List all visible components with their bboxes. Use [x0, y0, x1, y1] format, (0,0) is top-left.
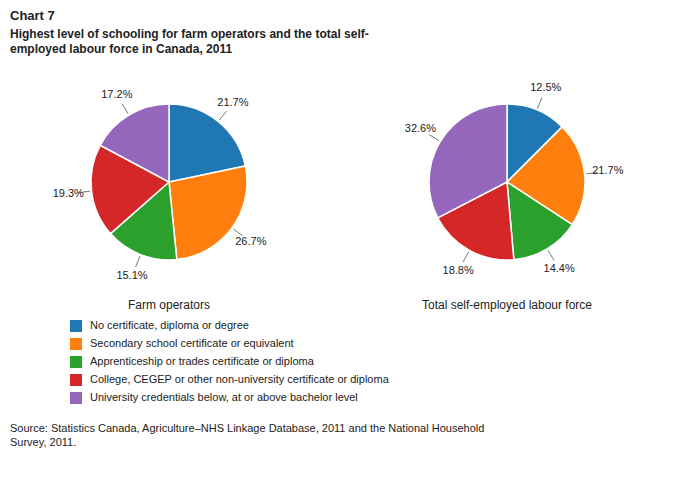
legend-label: No certificate, diploma or degree	[90, 319, 249, 331]
data-label: 19.3%	[53, 187, 84, 199]
data-label: 32.6%	[405, 122, 436, 134]
legend-label: College, CEGEP or other non-university c…	[90, 373, 390, 385]
pie-caption: Farm operators	[128, 298, 210, 312]
subtitle-line: employed labour force in Canada, 2011	[10, 42, 232, 56]
data-label: 21.7%	[217, 96, 248, 108]
leader-line	[463, 252, 469, 262]
leader-line	[136, 256, 140, 267]
data-label: 17.2%	[101, 88, 132, 100]
leader-line	[219, 111, 226, 120]
legend-swatch	[70, 356, 82, 368]
legend-item: University credentials below, at or abov…	[70, 391, 358, 404]
data-label: 15.1%	[116, 269, 147, 281]
legend-item: Apprenticeship or trades certificate or …	[70, 355, 315, 368]
legend-swatch	[70, 320, 82, 332]
annotation-line: Survey, 2011.	[10, 436, 76, 448]
subtitle: Highest level of schooling for farm oper…	[10, 27, 369, 56]
leader-line	[429, 135, 439, 141]
subtitle-line: Highest level of schooling for farm oper…	[10, 27, 369, 41]
data-label: 14.4%	[544, 262, 575, 274]
leader-line	[537, 98, 541, 109]
pie-slice	[429, 104, 507, 218]
data-label: 26.7%	[235, 235, 266, 247]
legend-swatch	[70, 338, 82, 350]
legend-item: Secondary school certificate or equivale…	[70, 337, 294, 350]
annotation-line: Source: Statistics Canada, Agriculture–N…	[10, 422, 484, 434]
legend-swatch	[70, 392, 82, 404]
legend-item: No certificate, diploma or degree	[70, 319, 249, 332]
leader-line	[548, 250, 554, 260]
pie-slice	[507, 182, 572, 260]
data-label: 21.7%	[592, 164, 623, 176]
legend: No certificate, diploma or degree Seconda…	[70, 319, 390, 404]
legend-label: Secondary school certificate or equivale…	[90, 337, 294, 349]
legend-item: College, CEGEP or other non-university c…	[70, 373, 390, 386]
pie-slice	[100, 104, 169, 182]
legend-label: University credentials below, at or abov…	[90, 391, 358, 403]
leader-line	[122, 104, 128, 114]
title: Chart 7	[10, 8, 55, 23]
data-label: 18.8%	[443, 264, 474, 276]
pie-caption: Total self-employed labour force	[422, 298, 592, 312]
legend-swatch	[70, 374, 82, 386]
chart: Chart 7 Highest level of schooling for fa…	[0, 0, 676, 492]
pie: 21.7% 26.7% 15.1% 19.3% 17.2%	[53, 88, 267, 281]
pie: 12.5% 21.7% 14.4% 18.8% 32.6%	[405, 81, 624, 276]
title-line: Chart 7	[10, 8, 55, 23]
data-label: 12.5%	[530, 81, 561, 93]
legend-label: Apprenticeship or trades certificate or …	[90, 355, 315, 367]
annotation: Source: Statistics Canada, Agriculture–N…	[10, 422, 484, 448]
